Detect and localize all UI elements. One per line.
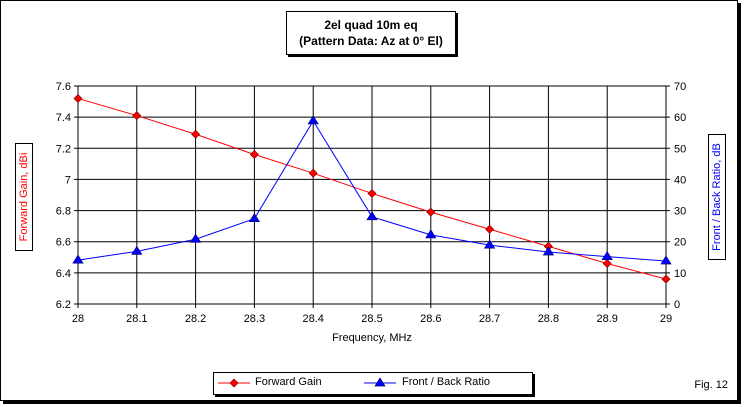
- gain-point: [661, 274, 671, 284]
- right-tick-label: 50: [674, 143, 686, 155]
- right-tick-label: 0: [674, 299, 680, 311]
- left-axis-label: Forward Gain, dBi: [15, 143, 33, 251]
- legend-triangle-icon: [374, 377, 386, 387]
- legend-markers: [218, 377, 396, 388]
- legend: Forward Gain Front / Back Ratio: [213, 372, 533, 395]
- x-tick-label: 28.8: [538, 313, 559, 325]
- x-tick-label: 28: [72, 313, 84, 325]
- legend-label-fb: Front / Back Ratio: [402, 376, 491, 388]
- x-tick-label: 28.9: [596, 313, 617, 325]
- gain-point: [426, 207, 436, 217]
- fb-point: [189, 233, 202, 243]
- left-tick-label: 6.2: [56, 299, 71, 311]
- gain-point: [602, 259, 612, 269]
- fb-point: [425, 229, 437, 239]
- right-tick-label: 20: [674, 237, 686, 249]
- x-tick-label: 28.4: [302, 313, 323, 325]
- left-tick-label: 7.6: [56, 81, 71, 93]
- chart-subtitle: (Pattern Data: Az at 0° El): [299, 34, 443, 48]
- x-tick-label: 28.5: [361, 313, 382, 325]
- fb-point: [307, 115, 319, 125]
- x-axis-label: Frequency, MHz: [332, 332, 412, 344]
- right-tick-label: 30: [674, 206, 686, 218]
- fb-point: [483, 239, 496, 249]
- x-tick-label: 29: [660, 313, 672, 325]
- x-tick-label: 28.2: [185, 313, 206, 325]
- right-axis-label: Front / Back Ratio, dB: [708, 134, 726, 260]
- fb-point: [601, 251, 613, 261]
- gain-point: [485, 224, 495, 234]
- left-tick-label: 7.2: [56, 143, 71, 155]
- fb-point: [72, 254, 84, 264]
- x-tick-label: 28.6: [420, 313, 441, 325]
- chart-frame: [0, 0, 738, 401]
- gain-point: [249, 150, 259, 160]
- gain-point: [308, 168, 318, 178]
- x-tick-label: 28.7: [479, 313, 500, 325]
- right-tick-label: 70: [674, 81, 686, 93]
- fb-point: [366, 211, 378, 221]
- legend-diamond-icon: [229, 378, 239, 388]
- x-tick-label: 28.1: [126, 313, 147, 325]
- gain-point: [132, 111, 142, 121]
- x-tick-label: 28.3: [244, 313, 265, 325]
- gain-point: [191, 129, 201, 139]
- figure-label: Fig. 12: [694, 379, 728, 391]
- fb-point: [248, 213, 261, 223]
- legend-label-gain: Forward Gain: [255, 376, 322, 388]
- left-tick-label: 6.4: [56, 268, 71, 280]
- fb-point: [660, 255, 672, 265]
- fb-point: [131, 245, 143, 255]
- gain-point: [367, 188, 377, 198]
- left-tick-label: 6.6: [56, 237, 71, 249]
- chart-title-box: 2el quad 10m eq (Pattern Data: Az at 0° …: [286, 11, 456, 55]
- right-tick-label: 60: [674, 112, 686, 124]
- left-tick-label: 6.8: [56, 206, 71, 218]
- right-tick-label: 10: [674, 268, 686, 280]
- left-tick-label: 7.4: [56, 112, 71, 124]
- chart-title: 2el quad 10m eq: [324, 18, 418, 32]
- gain-point: [73, 93, 83, 103]
- fb-point: [542, 246, 555, 256]
- right-tick-label: 40: [674, 174, 686, 186]
- left-tick-label: 7: [65, 174, 71, 186]
